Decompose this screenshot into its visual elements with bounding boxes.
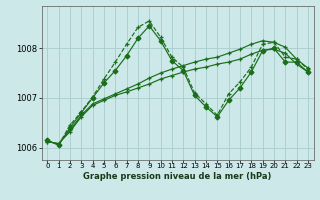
X-axis label: Graphe pression niveau de la mer (hPa): Graphe pression niveau de la mer (hPa) bbox=[84, 172, 272, 181]
